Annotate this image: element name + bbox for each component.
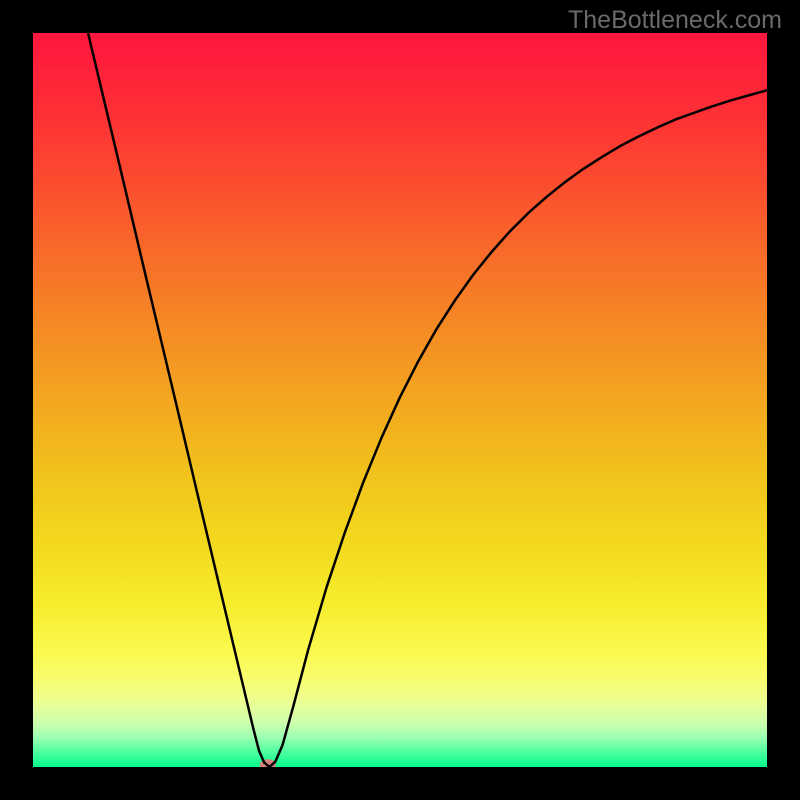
chart-container: TheBottleneck.com (0, 0, 800, 800)
watermark-text: TheBottleneck.com (568, 6, 782, 35)
bottleneck-chart (0, 0, 800, 800)
